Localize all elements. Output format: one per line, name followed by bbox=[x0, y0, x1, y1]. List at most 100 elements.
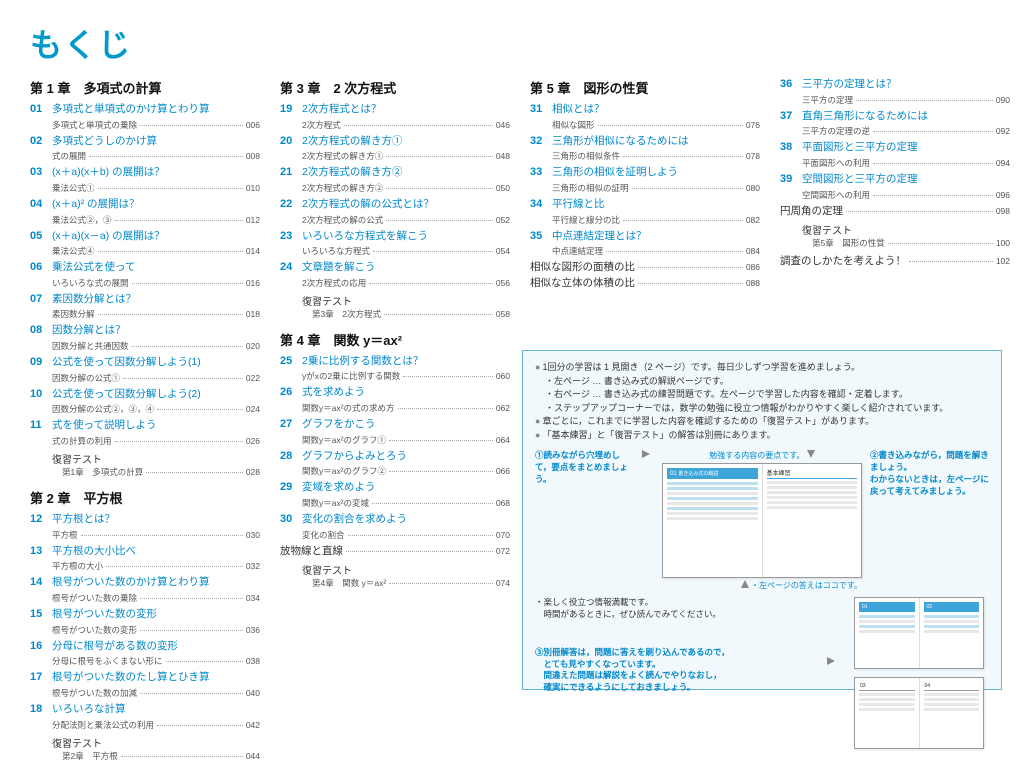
toc-subrow: 三角形の相似の証明080 bbox=[552, 182, 760, 194]
toc-entry[interactable]: 27グラフをかこう bbox=[280, 418, 510, 432]
toc-extra[interactable]: 円周角の定理098 bbox=[780, 205, 1010, 219]
entry-number: 17 bbox=[30, 671, 52, 683]
entry-number: 08 bbox=[30, 324, 52, 336]
entry-number: 34 bbox=[530, 198, 552, 210]
mock-spread-top: 01 書き込み式の解説 基本練習 bbox=[662, 463, 862, 578]
toc-entry[interactable]: 212次方程式の解き方② bbox=[280, 166, 510, 180]
toc-extra[interactable]: 放物線と直線072 bbox=[280, 545, 510, 559]
entry-number: 22 bbox=[280, 198, 302, 210]
entry-number: 05 bbox=[30, 230, 52, 242]
toc-entry[interactable]: 222次方程式の解の公式とは？ bbox=[280, 198, 510, 212]
toc-subrow: 中点連結定理084 bbox=[552, 245, 760, 257]
entry-number: 18 bbox=[30, 703, 52, 715]
toc-subrow: 分母に根号をふくまない形に038 bbox=[52, 655, 260, 667]
toc-entry[interactable]: 03(x＋a)(x＋b) の展開は？ bbox=[30, 166, 260, 180]
toc-entry[interactable]: 38平面図形と三平方の定理 bbox=[780, 141, 1010, 155]
entry-title: 式を求めよう bbox=[302, 386, 365, 400]
entry-number: 25 bbox=[280, 355, 302, 367]
toc-subrow: 素因数分解018 bbox=[52, 308, 260, 320]
toc-entry[interactable]: 10公式を使って因数分解しよう(2) bbox=[30, 388, 260, 402]
entry-title: 2次方程式の解き方② bbox=[302, 166, 402, 180]
entry-title: 因数分解とは？ bbox=[52, 324, 126, 338]
toc-extra[interactable]: 相似な立体の体積の比088 bbox=[530, 277, 760, 291]
entry-number: 36 bbox=[780, 78, 802, 90]
toc-entry[interactable]: 11式を使って説明しよう bbox=[30, 419, 260, 433]
entry-number: 29 bbox=[280, 481, 302, 493]
toc-subrow: 関数y＝ax²のグラフ②066 bbox=[302, 465, 510, 477]
page-title: もくじ bbox=[30, 20, 1002, 66]
entry-number: 13 bbox=[30, 545, 52, 557]
entry-title: (x＋a)(x＋b) の展開は？ bbox=[52, 166, 165, 180]
toc-subrow: 2次方程式の解き方①048 bbox=[302, 150, 510, 162]
toc-entry[interactable]: 15根号がついた数の変形 bbox=[30, 608, 260, 622]
entry-title: (x＋a)² の展開は？ bbox=[52, 198, 140, 212]
entry-title: 根号がついた数のかけ算とわり算 bbox=[52, 576, 210, 590]
toc-entry[interactable]: 09公式を使って因数分解しよう(1) bbox=[30, 356, 260, 370]
toc-entry[interactable]: 06乗法公式を使って bbox=[30, 261, 260, 275]
toc-entry[interactable]: 12平方根とは？ bbox=[30, 513, 260, 527]
entry-number: 15 bbox=[30, 608, 52, 620]
toc-entry[interactable]: 16分母に根号がある数の変形 bbox=[30, 640, 260, 654]
toc-entry[interactable]: 39空間図形と三平方の定理 bbox=[780, 173, 1010, 187]
toc-entry[interactable]: 17根号がついた数のたし算とひき算 bbox=[30, 671, 260, 685]
toc-entry[interactable]: 01多項式と単項式のかけ算とわり算 bbox=[30, 103, 260, 117]
toc-entry[interactable]: 13平方根の大小比べ bbox=[30, 545, 260, 559]
toc-subrow: 2次方程式046 bbox=[302, 119, 510, 131]
review-sub: 第5章 図形の性質100 bbox=[812, 237, 1010, 249]
toc-entry[interactable]: 05(x＋a)(x－a) の展開は？ bbox=[30, 230, 260, 244]
entry-title: グラフからよみとろう bbox=[302, 450, 407, 464]
toc-subrow: 乗法公式①010 bbox=[52, 182, 260, 194]
arrow-down-icon bbox=[807, 450, 815, 458]
toc-entry[interactable]: 35中点連結定理とは？ bbox=[530, 230, 760, 244]
entry-number: 11 bbox=[30, 419, 52, 431]
toc-entry[interactable]: 31相似とは？ bbox=[530, 103, 760, 117]
toc-entry[interactable]: 14根号がついた数のかけ算とわり算 bbox=[30, 576, 260, 590]
toc-entry[interactable]: 28グラフからよみとろう bbox=[280, 450, 510, 464]
toc-subrow: 乗法公式②，③012 bbox=[52, 214, 260, 226]
toc-subrow: 三平方の定理の逆092 bbox=[802, 125, 1010, 137]
toc-subrow: 平方根の大小032 bbox=[52, 560, 260, 572]
toc-subrow: 平方根030 bbox=[52, 529, 260, 541]
toc-entry[interactable]: 04(x＋a)² の展開は？ bbox=[30, 198, 260, 212]
entry-number: 38 bbox=[780, 141, 802, 153]
entry-number: 21 bbox=[280, 166, 302, 178]
toc-entry[interactable]: 192次方程式とは？ bbox=[280, 103, 510, 117]
entry-number: 09 bbox=[30, 356, 52, 368]
entry-number: 39 bbox=[780, 173, 802, 185]
toc-entry[interactable]: 34平行線と比 bbox=[530, 198, 760, 212]
toc-entry[interactable]: 24文章題を解こう bbox=[280, 261, 510, 275]
toc-entry[interactable]: 252乗に比例する関数とは？ bbox=[280, 355, 510, 369]
entry-number: 27 bbox=[280, 418, 302, 430]
toc-entry[interactable]: 08因数分解とは？ bbox=[30, 324, 260, 338]
toc-entry[interactable]: 29変域を求めよう bbox=[280, 481, 510, 495]
entry-number: 32 bbox=[530, 135, 552, 147]
toc-entry[interactable]: 202次方程式の解き方① bbox=[280, 135, 510, 149]
toc-subrow: 根号がついた数の変形036 bbox=[52, 624, 260, 636]
toc-entry[interactable]: 26式を求めよう bbox=[280, 386, 510, 400]
entry-number: 19 bbox=[280, 103, 302, 115]
entry-title: 文章題を解こう bbox=[302, 261, 376, 275]
entry-number: 02 bbox=[30, 135, 52, 147]
toc-entry[interactable]: 18いろいろな計算 bbox=[30, 703, 260, 717]
toc-subrow: 乗法公式④014 bbox=[52, 245, 260, 257]
review-test: 復習テスト bbox=[802, 222, 1010, 237]
caption-left: ・左ページの答えはココです。 bbox=[751, 581, 862, 590]
toc-entry[interactable]: 30変化の割合を求めよう bbox=[280, 513, 510, 527]
toc-entry[interactable]: 07素因数分解とは？ bbox=[30, 293, 260, 307]
entry-title: 変化の割合を求めよう bbox=[302, 513, 407, 527]
toc-entry[interactable]: 23いろいろな方程式を解こう bbox=[280, 230, 510, 244]
chapter-heading: 第 5 章 図形の性質 bbox=[530, 78, 760, 97]
toc-entry[interactable]: 36三平方の定理とは？ bbox=[780, 78, 1010, 92]
toc-extra[interactable]: 相似な図形の面積の比086 bbox=[530, 261, 760, 275]
caption-center: ・楽しく役立つ情報満載です。 時間があるときに，ぜひ読んでみてください。 bbox=[535, 597, 813, 621]
step1-note: ①読みながら穴埋めして，要点をまとめましょう。 bbox=[535, 450, 630, 486]
toc-entry[interactable]: 02多項式どうしのかけ算 bbox=[30, 135, 260, 149]
toc-entry[interactable]: 33三角形の相似を証明しよう bbox=[530, 166, 760, 180]
toc-subrow: yがxの2乗に比例する関数060 bbox=[302, 370, 510, 382]
entry-title: 直角三角形になるためには bbox=[802, 110, 928, 124]
toc-entry[interactable]: 37直角三角形になるためには bbox=[780, 110, 1010, 124]
toc-entry[interactable]: 32三角形が相似になるためには bbox=[530, 135, 760, 149]
toc-extra[interactable]: 調査のしかたを考えよう！102 bbox=[780, 255, 1010, 269]
entry-title: 平方根とは？ bbox=[52, 513, 115, 527]
toc-subrow: 平行線と線分の比082 bbox=[552, 214, 760, 226]
